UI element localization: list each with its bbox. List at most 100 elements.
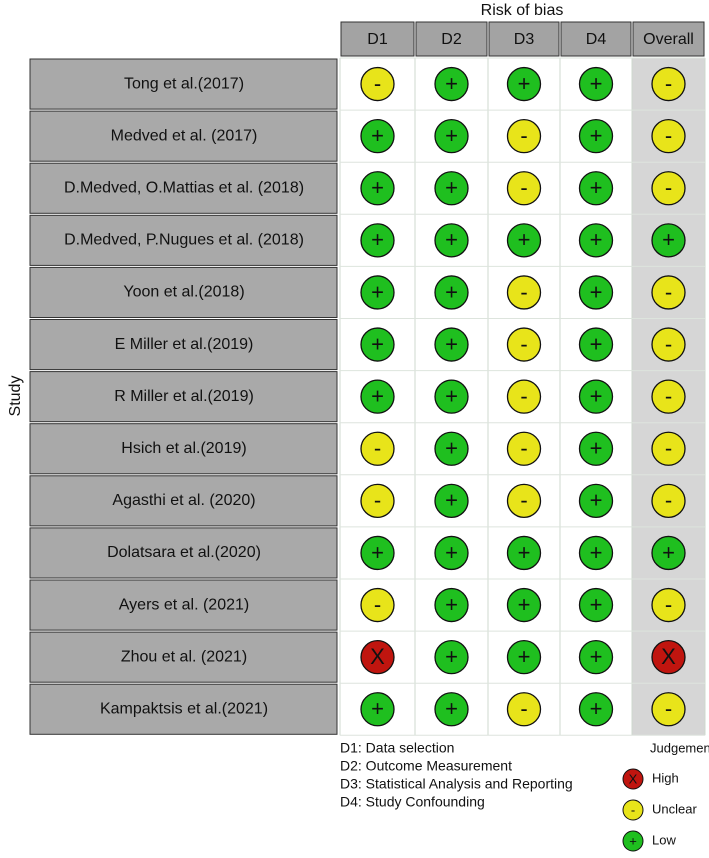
judgement-symbol: +: [445, 540, 458, 565]
judgement-symbol: -: [520, 175, 527, 200]
judgement-circle: [578, 327, 614, 362]
judgement-circle: [506, 66, 542, 102]
judgement-symbol: -: [665, 279, 672, 304]
judgement-circle: [651, 275, 686, 310]
judgement-circle: [360, 431, 395, 466]
judgement-circle: [506, 275, 542, 310]
judgement-symbol: +: [371, 383, 384, 408]
study-label: Agasthi et al. (2020): [112, 492, 255, 509]
judgement-symbol: +: [445, 71, 458, 96]
column-header: D1: [367, 31, 388, 48]
study-label: D.Medved, P.Nugues et al. (2018): [64, 232, 304, 249]
judgement-symbol: -: [520, 436, 527, 461]
judgement-circle: [651, 692, 686, 727]
judgement-circle: [578, 692, 614, 727]
judgement-symbol: -: [374, 436, 381, 461]
judgement-symbol: +: [590, 227, 603, 252]
study-label: D.Medved, O.Mattias et al. (2018): [64, 179, 304, 196]
judgement-circle: [360, 483, 395, 519]
judgement-symbol: +: [590, 175, 603, 200]
judgement-symbol: +: [518, 227, 531, 252]
judgement-symbol: +: [590, 644, 603, 669]
legend-label: Unclear: [652, 801, 697, 816]
judgement-circle: [578, 118, 614, 154]
study-box: [29, 579, 338, 631]
judgement-circle: [651, 66, 686, 102]
judgement-symbol: +: [518, 644, 531, 669]
judgement-circle: [434, 431, 469, 466]
judgement-circle: [578, 535, 614, 571]
legend-marker: [622, 799, 644, 821]
column-header: Overall: [643, 31, 694, 48]
study-label: Tong et al.(2017): [124, 75, 244, 92]
judgement-symbol: +: [371, 696, 384, 721]
judgement-circle: [434, 66, 469, 102]
judgement-circle: [360, 327, 395, 362]
judgement-circle: [506, 118, 542, 154]
column-header: D4: [586, 31, 607, 48]
study-box: [29, 371, 338, 423]
judgement-symbol: +: [445, 175, 458, 200]
judgement-symbol: +: [445, 592, 458, 617]
judgement-symbol: +: [371, 175, 384, 200]
judgement-symbol: +: [445, 279, 458, 304]
column-header: D2: [441, 31, 462, 48]
judgement-symbol: +: [590, 383, 603, 408]
study-box: [29, 58, 338, 110]
study-label: R Miller et al.(2019): [114, 388, 254, 405]
judgement-symbol: -: [520, 383, 527, 408]
study-label: Dolatsara et al.(2020): [107, 544, 261, 561]
study-label: Kampaktsis et al.(2021): [100, 700, 268, 717]
judgement-circle: [434, 171, 469, 206]
judgement-circle: [651, 327, 686, 362]
column-header: D3: [514, 31, 535, 48]
judgement-circle: [434, 118, 469, 154]
judgement-symbol: -: [374, 71, 381, 96]
judgement-circle: [360, 171, 395, 206]
judgement-circle: [651, 223, 686, 258]
judgement-circle: [578, 275, 614, 310]
judgement-symbol: +: [445, 227, 458, 252]
judgement-circle: [434, 483, 469, 519]
judgement-circle: [360, 275, 395, 310]
domain-note: D2: Outcome Measurement: [340, 758, 512, 774]
judgement-circle: [434, 587, 469, 623]
column-header-box: [488, 21, 560, 57]
judgement-circle: [651, 118, 686, 154]
judgement-symbol: +: [371, 227, 384, 252]
judgement-symbol: +: [590, 123, 603, 148]
judgement-symbol: +: [445, 331, 458, 356]
judgement-circle: [578, 640, 614, 675]
judgement-circle: [434, 379, 469, 414]
judgement-symbol: -: [520, 696, 527, 721]
judgement-symbol: -: [374, 488, 381, 513]
judgement-circle: [578, 66, 614, 102]
study-label: Ayers et al. (2021): [119, 596, 249, 613]
judgement-symbol: -: [665, 331, 672, 356]
judgement-circle: [651, 431, 686, 466]
study-box: [29, 162, 338, 214]
judgement-circle: [506, 535, 542, 571]
judgement-symbol: -: [520, 331, 527, 356]
study-box: [29, 214, 338, 266]
judgement-circle: [578, 483, 614, 519]
judgement-symbol: -: [665, 71, 672, 96]
judgement-circle: [651, 535, 686, 571]
study-box: [29, 527, 338, 579]
judgement-symbol: -: [665, 123, 672, 148]
judgement-symbol: -: [665, 488, 672, 513]
judgement-circle: [578, 379, 614, 414]
study-label: Medved et al. (2017): [111, 127, 258, 144]
judgement-symbol: +: [590, 540, 603, 565]
judgement-symbol: +: [662, 227, 675, 252]
judgement-symbol: -: [374, 592, 381, 617]
judgement-circle: [578, 587, 614, 623]
judgement-symbol: +: [590, 488, 603, 513]
study-label: Hsich et al.(2019): [121, 440, 246, 457]
judgement-symbol: +: [445, 383, 458, 408]
judgement-circle: [578, 171, 614, 206]
judgement-symbol: +: [445, 488, 458, 513]
judgement-symbol: +: [371, 331, 384, 356]
judgement-circle: [578, 431, 614, 466]
